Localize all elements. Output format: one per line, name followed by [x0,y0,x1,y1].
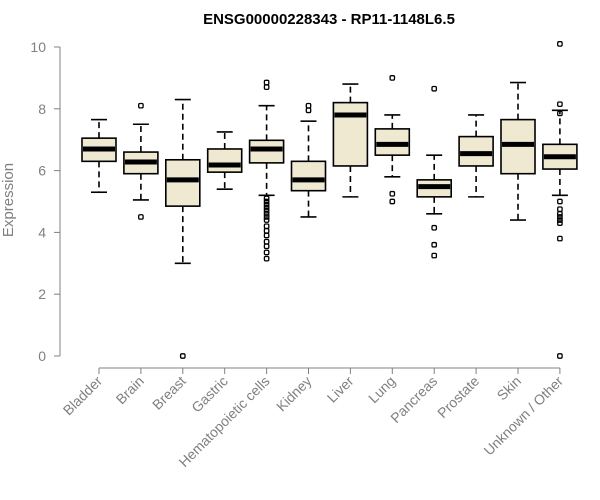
box-group-kidney [290,102,327,218]
outlier-point [263,207,270,214]
box [290,160,327,192]
outlier-point [389,198,396,205]
outlier-point [263,228,270,234]
outlier-point [431,252,438,259]
box-group-lung [374,75,411,205]
box [332,101,369,167]
outlier-point [557,101,563,108]
outlier-point [431,85,438,92]
outlier-point [557,110,563,117]
outlier-point [263,217,270,223]
x-tick-label: Brain [113,373,147,407]
box-group-liver [332,83,369,198]
outlier-point [557,214,563,220]
box-group-hematopoietic-cells [248,79,285,262]
outlier-point [263,232,270,239]
box-series [81,41,578,359]
outlier-point [431,224,438,231]
outlier-point [263,79,270,86]
x-tick-label: Skin [494,373,525,404]
box [248,139,285,164]
box-group-brain [123,102,159,220]
y-tick-label: 10 [30,39,46,55]
y-tick-label: 2 [38,286,46,302]
box-group-gastric [206,131,243,190]
outlier-point [263,243,270,250]
outlier-point [431,241,438,248]
x-tick-label: Kidney [273,373,315,415]
y-tick-label: 6 [38,163,46,179]
x-tick-label: Bladder [60,373,106,419]
x-tick-label: Lung [365,373,398,406]
box [165,158,201,207]
y-tick-label: 8 [38,101,46,117]
outlier-point [263,238,270,245]
outlier-point [138,214,144,220]
outlier-point [557,220,563,226]
outlier-point [557,217,563,223]
outlier-point [389,190,396,197]
outlier-point [557,198,563,205]
outlier-point [557,206,563,213]
outlier-point [138,102,144,109]
outlier-point [389,75,396,81]
box-group-bladder [81,118,117,194]
chart-title: ENSG00000228343 - RP11-1148L6.5 [203,11,455,28]
outlier-point [263,255,270,262]
outlier-point [263,214,270,220]
box-group-pancreas [416,85,453,259]
outlier-point [263,201,270,208]
y-tick-label: 0 [38,348,46,364]
box-group-prostate [458,114,494,198]
box-group-skin [500,81,536,221]
box [206,148,243,173]
outlier-point [305,107,312,114]
outlier-point [305,102,312,109]
box-group-unknown-other [542,41,578,359]
outlier-point [263,249,270,256]
outlier-point [263,195,270,202]
outlier-point [263,211,270,217]
y-axis: 0 2 4 6 8 10 [30,39,61,364]
outlier-point [557,211,563,217]
outlier-point [557,353,563,359]
outlier-point [263,84,270,91]
x-tick-label: Prostate [434,373,482,421]
y-axis-title: Expression [0,163,17,237]
outlier-point [179,353,186,359]
x-tick-label: Breast [149,373,189,413]
outlier-point [263,204,270,211]
x-tick-label: Unknown / Other [480,373,566,459]
x-tick-label: Liver [324,373,357,406]
outlier-point [557,235,563,242]
outlier-point [263,198,270,205]
box-group-breast [165,98,201,359]
x-tick-label: Pancreas [387,373,440,426]
y-tick-label: 4 [38,224,46,240]
outlier-point [557,41,563,47]
outlier-point [263,223,270,230]
